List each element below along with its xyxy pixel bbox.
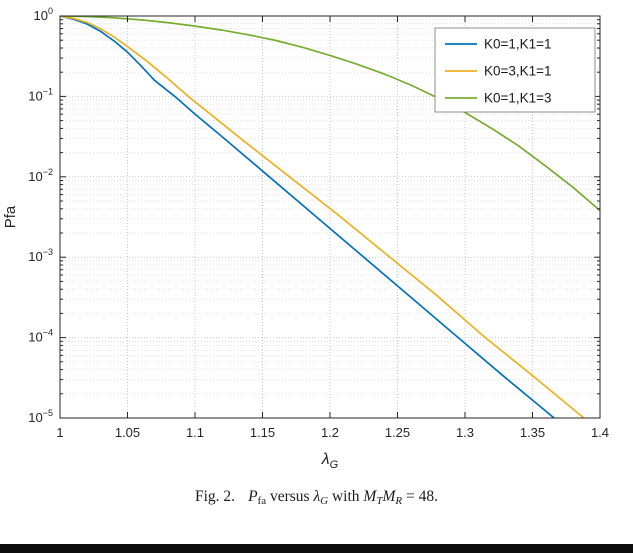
caption-fig-label: Fig. 2. bbox=[195, 488, 236, 505]
axis-ticks bbox=[59, 15, 601, 419]
caption-mr: M bbox=[382, 488, 396, 505]
caption-mt-sub: T bbox=[376, 495, 383, 507]
y-tick-label: 100 bbox=[34, 6, 53, 23]
y-tick-label: 10−1 bbox=[28, 86, 53, 103]
caption-with: with bbox=[328, 488, 364, 505]
x-tick-label: 1 bbox=[56, 425, 63, 440]
x-tick-label: 1.25 bbox=[385, 425, 410, 440]
y-tick-label: 10−5 bbox=[28, 408, 53, 425]
y-tick-label: 10−2 bbox=[28, 167, 53, 184]
caption-equals: = 48. bbox=[402, 488, 438, 505]
figure-caption: Fig. 2. Pfa versus λG with MTMR = 48. bbox=[0, 488, 633, 507]
series-line-2 bbox=[60, 16, 600, 212]
x-tick-label: 1.15 bbox=[250, 425, 275, 440]
x-tick-label: 1.35 bbox=[520, 425, 545, 440]
legend: K0=1,K1=1 K0=3,K1=1 K0=1,K1=3 bbox=[434, 27, 596, 113]
series-line-0 bbox=[60, 16, 555, 418]
caption-lambda: λ bbox=[313, 488, 321, 505]
figure-area: 1 1.05 1.1 1.15 1.2 1.25 1.3 1.35 1.4 100 10−1 10−2… bbox=[2, 6, 609, 471]
series-lines bbox=[60, 16, 600, 418]
legend-entry-label: K0=3,K1=1 bbox=[484, 64, 552, 79]
legend-entry-label: K0=1,K1=1 bbox=[484, 37, 552, 52]
x-tick-label: 1.05 bbox=[115, 425, 140, 440]
page-bottom-strip bbox=[0, 544, 633, 553]
caption-p: P bbox=[248, 488, 258, 505]
legend-box bbox=[434, 27, 596, 113]
x-tick-label: 1.3 bbox=[456, 425, 474, 440]
caption-versus: versus bbox=[266, 488, 314, 505]
tick-labels: 1 1.05 1.1 1.15 1.2 1.25 1.3 1.35 1.4 100 10−1 10−2… bbox=[28, 6, 609, 440]
x-tick-label: 1.1 bbox=[186, 425, 204, 440]
series-line-1 bbox=[60, 16, 585, 418]
caption-mt: M bbox=[363, 488, 377, 505]
y-axis-label: Pfa bbox=[2, 205, 19, 228]
legend-entry-label: K0=1,K1=3 bbox=[484, 91, 552, 106]
x-axis-label: λG bbox=[321, 451, 339, 471]
y-tick-label: 10−3 bbox=[28, 247, 53, 264]
caption-lambda-sub: G bbox=[320, 495, 329, 507]
x-tick-label: 1.4 bbox=[591, 425, 609, 440]
chart-svg: 1 1.05 1.1 1.15 1.2 1.25 1.3 1.35 1.4 100 10−1 10−2… bbox=[2, 6, 609, 471]
caption-mr-sub: R bbox=[395, 495, 403, 507]
caption-p-sub: fa bbox=[257, 495, 267, 507]
y-tick-label: 10−4 bbox=[28, 328, 53, 345]
x-tick-label: 1.2 bbox=[321, 425, 339, 440]
